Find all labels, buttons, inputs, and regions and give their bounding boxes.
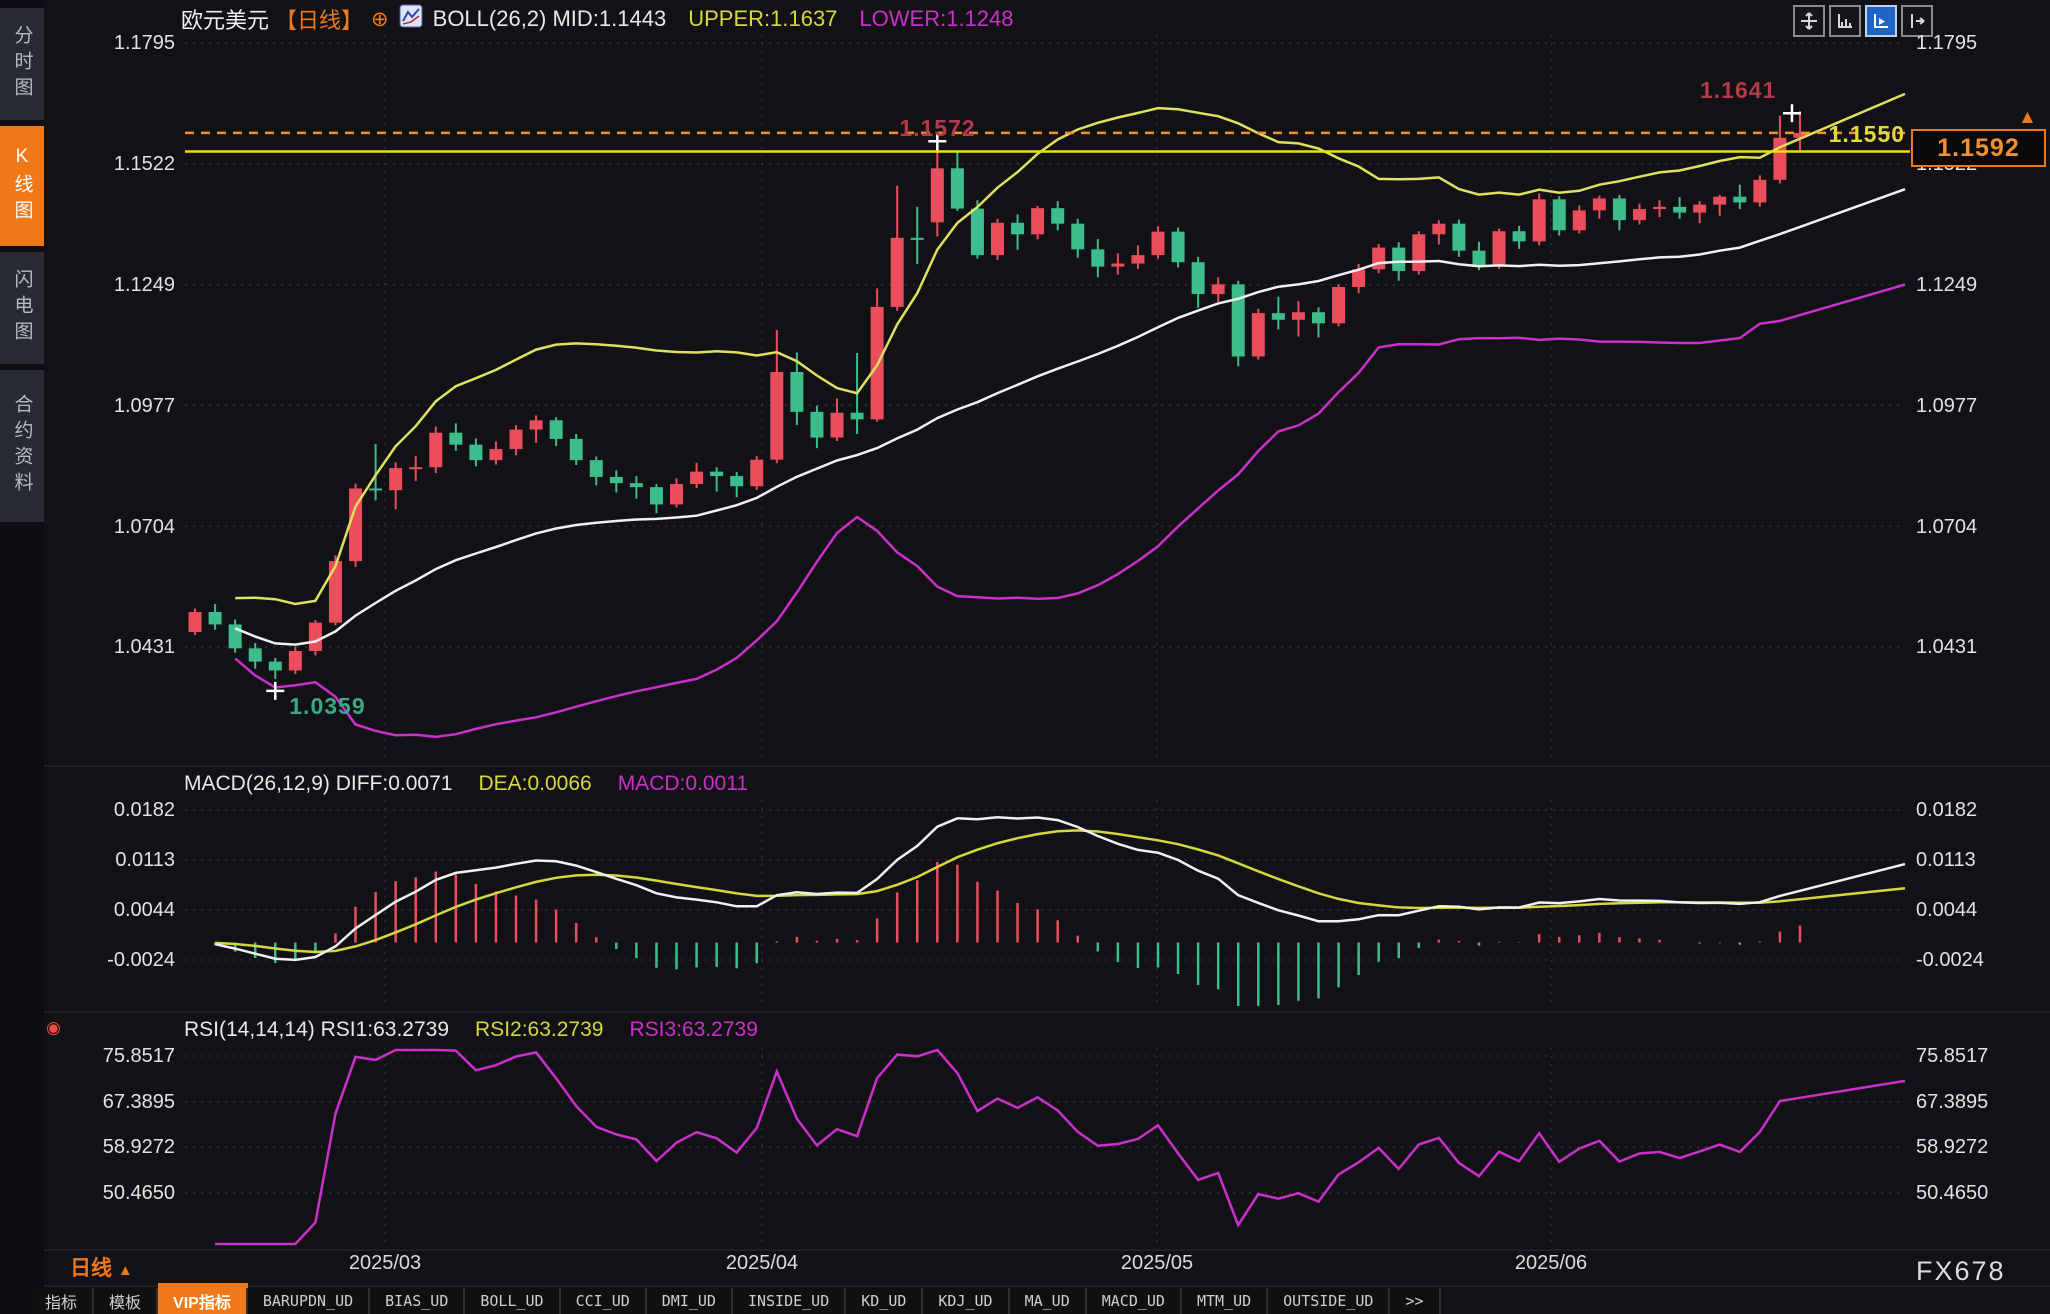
macd-axis-label-right: 0.0182: [1916, 799, 1978, 821]
brand-watermark: FX678: [1916, 1256, 2006, 1286]
period-tag[interactable]: 【日线】: [275, 8, 364, 33]
sidebar-item-lightning-chart[interactable]: 闪电图: [0, 252, 44, 364]
pan-icon[interactable]: [1793, 5, 1825, 37]
rsi-axis-label-left: 50.4650: [102, 1182, 175, 1204]
price-axis-label-left: 1.1249: [113, 274, 175, 296]
tab->>[interactable]: >>: [1390, 1288, 1441, 1314]
sidebar-item-candle-chart[interactable]: K线图: [0, 126, 44, 246]
sidebar-item-label: K线图: [11, 146, 33, 226]
tab-KD_UD[interactable]: KD_UD: [846, 1288, 924, 1314]
last-price-box[interactable]: 1.1592: [1911, 129, 2046, 167]
price-axis-label-left: 1.1522: [113, 153, 175, 175]
sidebar-item-label: 分时图: [11, 25, 33, 103]
indicator-tab-bar: 指标 模板 VIP指标 BARUPDN_UD BIAS_UD BOLL_UD CCI_UD D…: [30, 1288, 1441, 1314]
playback-icon[interactable]: [1865, 5, 1897, 37]
tab-CCI_UD[interactable]: CCI_UD: [560, 1288, 647, 1314]
rsi3-value: RSI3:63.2739: [629, 1018, 758, 1041]
indicator-settings-icon[interactable]: ◉: [46, 1018, 61, 1037]
period-selector[interactable]: 日线 ▲: [70, 1252, 133, 1282]
symbol-name: 欧元美元: [181, 8, 270, 33]
tab-VIP指标[interactable]: VIP指标: [158, 1288, 248, 1314]
rsi-pane-header: RSI(14,14,14) RSI1:63.2739 RSI2:63.2739 …: [184, 1018, 758, 1042]
sidebar-item-time-chart[interactable]: 分时图: [0, 8, 44, 120]
recent-high-annotation: 1.1641: [1699, 77, 1777, 104]
macd-title: MACD(26,12,9) DIFF:0.0071: [184, 772, 453, 795]
rsi-axis-label-left: 75.8517: [102, 1045, 175, 1067]
macd-axis-label-right: -0.0024: [1916, 949, 1984, 971]
tab-OUTSIDE_UD[interactable]: OUTSIDE_UD: [1268, 1288, 1391, 1314]
macd-dea-value: DEA:0.0066: [478, 772, 592, 795]
chevron-up-icon: ▲: [117, 1262, 133, 1279]
rsi2-value: RSI2:63.2739: [475, 1018, 604, 1041]
macd-axis-label-left: 0.0044: [113, 899, 175, 921]
tab-MACD_UD[interactable]: MACD_UD: [1086, 1288, 1182, 1314]
tab-DMI_UD[interactable]: DMI_UD: [646, 1288, 733, 1314]
period-text: 日线: [70, 1257, 112, 1280]
tab-MTM_UD[interactable]: MTM_UD: [1181, 1288, 1269, 1314]
x-axis-date: 2025/04: [725, 1252, 799, 1274]
x-axis-date: 2025/05: [1120, 1252, 1194, 1274]
tab-模板[interactable]: 模板: [94, 1288, 159, 1314]
price-axis-label-left: 1.0431: [113, 636, 175, 658]
tab-KDJ_UD[interactable]: KDJ_UD: [923, 1288, 1010, 1314]
boll-lower-value: LOWER:1.1248: [859, 6, 1014, 31]
axis-scale-icon[interactable]: [1829, 5, 1861, 37]
x-axis-date: 2025/03: [348, 1252, 422, 1274]
boll-values: BOLL(26,2) MID:1.1443: [432, 6, 667, 31]
macd-axis-label-left: 0.0113: [115, 849, 175, 871]
april-high-annotation: 1.1572: [899, 115, 976, 142]
price-axis-label-right: 1.1249: [1916, 274, 1978, 296]
rsi-axis-label-right: 50.4650: [1916, 1182, 1989, 1204]
x-axis-date: 2025/06: [1514, 1252, 1588, 1274]
rsi-axis-label-right: 75.8517: [1916, 1045, 1989, 1067]
rsi-axis-label-left: 58.9272: [102, 1136, 175, 1158]
rsi-axis-label-right: 58.9272: [1916, 1136, 1989, 1158]
rsi-axis-label-left: 67.3895: [102, 1091, 175, 1113]
price-up-arrow-icon[interactable]: ▲: [2018, 107, 2037, 128]
dock-right-icon[interactable]: [1901, 5, 1933, 37]
macd-axis-label-left: 0.0182: [113, 799, 175, 821]
mini-chart-icon[interactable]: [399, 4, 423, 34]
hline-price-label[interactable]: 1.1550: [1828, 121, 1905, 147]
tab-BOLL_UD[interactable]: BOLL_UD: [465, 1288, 561, 1314]
chart-toolbar: [1793, 5, 1933, 37]
price-axis-label-right: 1.0704: [1916, 516, 1978, 538]
boll-upper-value: UPPER:1.1637: [688, 6, 838, 31]
tab-MA_UD[interactable]: MA_UD: [1009, 1288, 1087, 1314]
add-indicator-icon[interactable]: ⊕: [371, 7, 389, 31]
rsi-axis-label-right: 67.3895: [1916, 1091, 1989, 1113]
sidebar-item-label: 合约资料: [11, 394, 33, 498]
price-axis-label-left: 1.1795: [113, 32, 175, 54]
low-price-annotation: 1.0359: [289, 692, 366, 719]
sidebar: 分时图 K线图 闪电图 合约资料: [0, 0, 44, 1314]
sidebar-item-contract-info[interactable]: 合约资料: [0, 370, 44, 522]
price-axis-label-right: 1.0977: [1916, 395, 1978, 417]
tab-INSIDE_UD[interactable]: INSIDE_UD: [732, 1288, 847, 1314]
price-axis-label-left: 1.0704: [113, 516, 175, 538]
tab-指标[interactable]: 指标: [30, 1288, 95, 1314]
tab-BIAS_UD[interactable]: BIAS_UD: [370, 1288, 466, 1314]
macd-pane-header: MACD(26,12,9) DIFF:0.0071 DEA:0.0066 MAC…: [184, 772, 748, 796]
macd-value: MACD:0.0011: [617, 772, 749, 795]
chart-header: 欧元美元 【日线】 ⊕ BOLL(26,2) MID:1.1443 UPPER:…: [181, 4, 1014, 34]
macd-axis-label-right: 0.0044: [1916, 899, 1978, 921]
rsi1-title: RSI(14,14,14) RSI1:63.2739: [184, 1018, 450, 1041]
macd-axis-label-right: 0.0113: [1916, 849, 1976, 871]
price-axis-label-left: 1.0977: [113, 395, 175, 417]
price-axis-label-right: 1.1795: [1916, 32, 1978, 54]
sidebar-item-label: 闪电图: [11, 269, 33, 347]
price-axis-label-right: 1.0431: [1916, 636, 1978, 658]
tab-BARUPDN_UD[interactable]: BARUPDN_UD: [247, 1288, 371, 1314]
macd-axis-label-left: -0.0024: [107, 949, 175, 971]
